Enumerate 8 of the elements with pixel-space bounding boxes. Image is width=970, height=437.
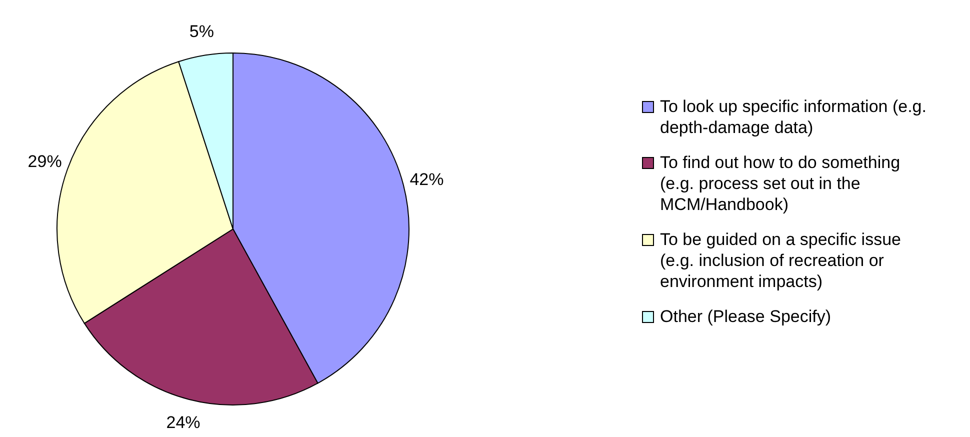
data-label: 42% (410, 170, 444, 189)
legend-label: To be guided on a specific issue (e.g. inclusion of recreation or environment impacts) (660, 229, 902, 292)
legend-label: Other (Please Specify) (660, 306, 832, 327)
legend-label: To look up specific information (e.g. depth-damage data) (660, 96, 928, 138)
data-label: 29% (28, 152, 62, 171)
data-label: 24% (166, 413, 200, 432)
data-label: 5% (189, 22, 214, 41)
legend-label: To find out how to do something (e.g. process set out in the MCM/Handbook) (660, 152, 902, 215)
